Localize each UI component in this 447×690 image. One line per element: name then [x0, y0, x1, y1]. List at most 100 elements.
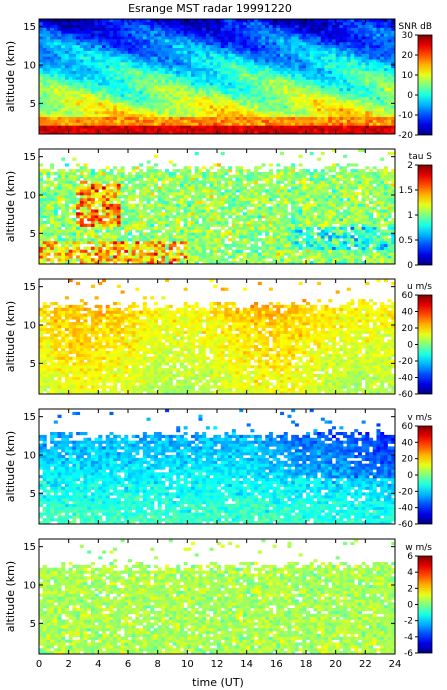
- heatmap-cell: [313, 125, 318, 129]
- heatmap-cell: [328, 111, 333, 115]
- heatmap-cell: [369, 19, 374, 23]
- heatmap-cell: [272, 19, 277, 23]
- heatmap-cell: [176, 85, 181, 89]
- heatmap-cell: [187, 47, 192, 51]
- heatmap-cell: [146, 183, 151, 187]
- heatmap-cell: [135, 183, 140, 187]
- heatmap-cell: [146, 47, 151, 51]
- heatmap-cell: [280, 105, 285, 109]
- heatmap-cell: [287, 70, 292, 74]
- heatmap-cell: [291, 44, 296, 49]
- heatmap-cell: [109, 258, 114, 262]
- heatmap-cell: [383, 47, 388, 51]
- heatmap-cell: [376, 90, 381, 95]
- heatmap-cell: [317, 122, 322, 126]
- heatmap-cell: [46, 232, 51, 236]
- heatmap-cell: [165, 85, 170, 89]
- heatmap-cell: [231, 27, 236, 31]
- heatmap-cell: [365, 36, 370, 40]
- heatmap-cell: [272, 70, 277, 74]
- heatmap-cell: [183, 116, 188, 120]
- heatmap-cell: [157, 105, 162, 109]
- heatmap-cell: [242, 76, 247, 80]
- heatmap-cell: [191, 76, 196, 80]
- heatmap-cell: [343, 108, 348, 112]
- heatmap-cell: [50, 206, 55, 210]
- heatmap-cell: [161, 215, 166, 219]
- heatmap-cell: [250, 119, 255, 123]
- heatmap-cell: [139, 203, 144, 207]
- heatmap-cell: [187, 96, 192, 100]
- heatmap-cell: [90, 59, 95, 63]
- heatmap-cell: [320, 105, 325, 109]
- heatmap-cell: [343, 50, 348, 54]
- heatmap-cell: [220, 116, 225, 120]
- heatmap-cell: [283, 119, 288, 123]
- heatmap-cell: [165, 59, 170, 63]
- heatmap-cell: [72, 157, 77, 161]
- heatmap-cell: [280, 99, 285, 103]
- heatmap-cell: [350, 128, 355, 132]
- heatmap-cell: [90, 102, 95, 106]
- heatmap-cell: [157, 99, 162, 103]
- heatmap-cell: [120, 203, 125, 207]
- heatmap-cell: [350, 105, 355, 109]
- colorbar-tick-label: -20: [398, 131, 413, 141]
- heatmap-cell: [46, 172, 51, 176]
- heatmap-cell: [231, 111, 236, 115]
- heatmap-cell: [369, 90, 374, 95]
- heatmap-cell: [254, 102, 259, 106]
- heatmap-cell: [153, 113, 158, 118]
- heatmap-cell: [291, 24, 296, 28]
- heatmap-cell: [213, 47, 218, 51]
- heatmap-cell: [61, 223, 66, 227]
- heatmap-cell: [83, 246, 88, 250]
- heatmap-cell: [242, 44, 247, 49]
- heatmap-cell: [168, 131, 173, 135]
- heatmap-cell: [42, 131, 47, 135]
- heatmap-cell: [357, 73, 362, 77]
- heatmap-cell: [202, 62, 207, 66]
- heatmap-cell: [287, 116, 292, 120]
- heatmap-cell: [254, 128, 259, 132]
- heatmap-cell: [187, 67, 192, 72]
- heatmap-cell: [131, 206, 136, 210]
- heatmap-cell: [168, 85, 173, 89]
- heatmap-cell: [105, 206, 110, 210]
- heatmap-cell: [53, 255, 58, 259]
- heatmap-cell: [380, 27, 385, 31]
- heatmap-cell: [346, 39, 351, 43]
- heatmap-cell: [209, 90, 214, 95]
- heatmap-cell: [191, 82, 196, 86]
- heatmap-cell: [153, 186, 158, 190]
- heatmap-cell: [94, 76, 99, 80]
- heatmap-cell: [68, 258, 73, 262]
- heatmap-cell: [168, 73, 173, 77]
- heatmap-cell: [139, 73, 144, 77]
- heatmap-cell: [298, 111, 303, 115]
- heatmap-cell: [146, 93, 151, 97]
- heatmap-cell: [113, 183, 118, 187]
- heatmap-cell: [276, 67, 281, 72]
- heatmap-cell: [172, 189, 177, 193]
- heatmap-cell: [61, 105, 66, 109]
- heatmap-cell: [287, 122, 292, 126]
- heatmap-cell: [198, 24, 203, 28]
- heatmap-cell: [94, 65, 99, 69]
- heatmap-cell: [346, 70, 351, 74]
- heatmap-cell: [187, 82, 192, 86]
- heatmap-cell: [213, 59, 218, 63]
- heatmap-cell: [42, 203, 47, 207]
- heatmap-cell: [380, 122, 385, 126]
- heatmap-cell: [39, 220, 44, 225]
- heatmap-cell: [365, 82, 370, 86]
- heatmap-cell: [376, 30, 381, 34]
- heatmap-cell: [50, 24, 55, 28]
- heatmap-cell: [64, 19, 69, 23]
- heatmap-cell: [90, 21, 95, 26]
- heatmap-cell: [194, 128, 199, 132]
- heatmap-cell: [194, 56, 199, 60]
- heatmap-cell: [68, 220, 73, 225]
- heatmap-cell: [280, 56, 285, 60]
- heatmap-cell: [57, 70, 62, 74]
